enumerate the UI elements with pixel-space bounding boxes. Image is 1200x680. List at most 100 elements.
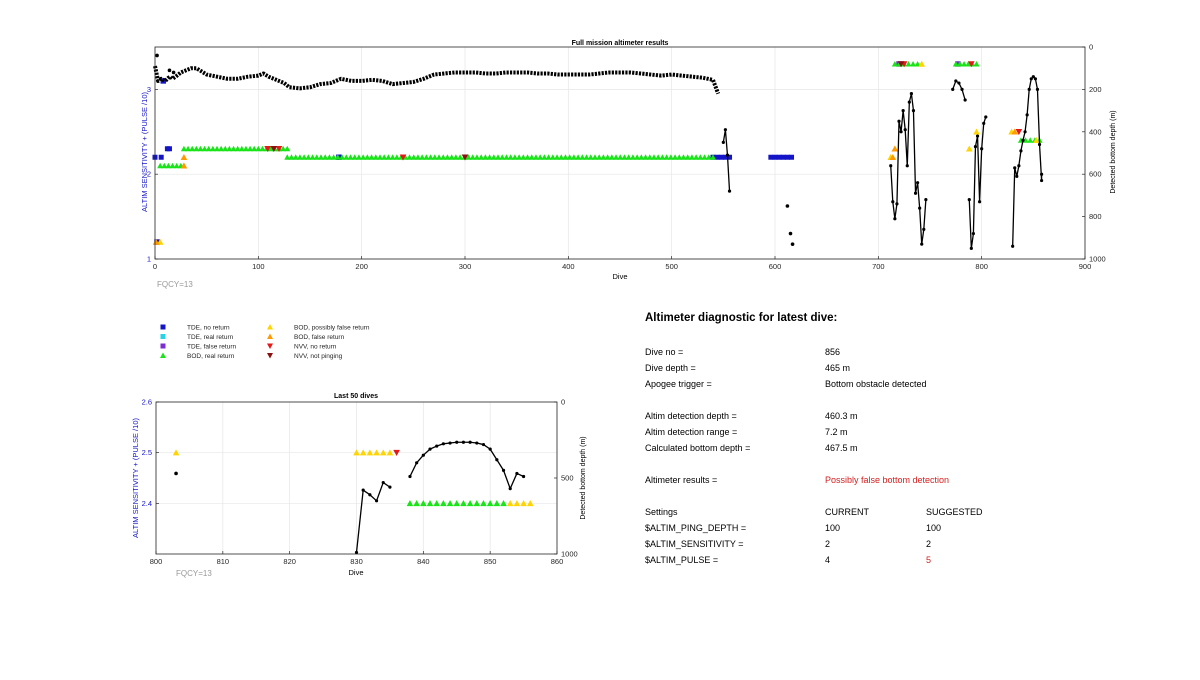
diag-label: Altim detection depth = — [645, 411, 737, 421]
depth-point — [723, 128, 728, 132]
depth-point — [381, 480, 385, 485]
bod-real-returnmarker — [309, 154, 316, 160]
nvv-not-pingingmarker — [461, 154, 469, 161]
bod-real-returnmarker — [596, 154, 603, 160]
depth-point — [501, 468, 506, 472]
diag-label: Dive depth = — [645, 363, 696, 373]
bod-real-returnmarker — [296, 154, 303, 160]
bod-real-returnmarker — [189, 145, 196, 152]
setting-current: 2 — [825, 539, 831, 549]
depth-point — [889, 164, 893, 168]
x-tick-label: 850 — [484, 557, 497, 566]
bod-real-returnmarker — [659, 154, 666, 160]
depth-point — [913, 191, 918, 195]
bod-false-returnmarker — [180, 162, 188, 169]
depth-point — [907, 100, 911, 104]
nvv-no-returnmarker — [264, 146, 271, 153]
bod-real-returnmarker — [214, 145, 220, 152]
depth-point — [903, 128, 907, 132]
bod-real-returnmarker — [360, 154, 367, 160]
y2-tick-label: 0 — [1089, 43, 1093, 52]
depth-point — [975, 134, 980, 138]
depth-point — [967, 198, 971, 202]
depth-point — [488, 447, 492, 451]
legend-item: TDE, false return — [160, 343, 237, 351]
depth-series — [153, 53, 1044, 250]
bod-real-returnmarker — [460, 500, 467, 507]
legend-item: NVV, no return — [267, 343, 337, 351]
diag-value: 7.2 m — [825, 427, 848, 437]
bod-real-returnmarker — [680, 154, 687, 160]
bod-real-returnmarker — [973, 60, 980, 67]
bod-real-returnmarker — [503, 154, 510, 160]
settings-header: Settings CURRENT SUGGESTED — [645, 507, 1065, 521]
diag-value-warning: Possibly false bottom detection — [825, 475, 950, 485]
grid — [154, 47, 1086, 260]
bod-real-returnmarker — [157, 162, 164, 169]
legend-triangle-up-icon — [267, 333, 273, 339]
bod-real-returnmarker — [473, 500, 481, 507]
bod-possibly-false-returnmarker — [353, 449, 360, 456]
bod-false-returnmarker — [891, 145, 899, 152]
bod-real-returnmarker — [288, 154, 295, 160]
bod-real-returnmarker — [634, 154, 641, 160]
tde-no-returnmarker — [718, 154, 724, 160]
depth-point — [1025, 113, 1029, 117]
y2-tick-label: 0 — [561, 398, 565, 407]
bod-real-returnmarker — [242, 145, 249, 152]
bod-real-returnmarker — [655, 154, 662, 160]
legend-label: NVV, no return — [294, 344, 337, 351]
x-tick-label: 860 — [551, 557, 564, 566]
depth-point — [1033, 77, 1037, 81]
depth-point — [891, 200, 895, 204]
bod-real-returnmarker — [247, 145, 254, 152]
bod-real-returnmarker — [575, 154, 582, 160]
bod-real-returnmarker — [385, 154, 392, 160]
bod-real-returnmarker — [486, 154, 493, 160]
depth-point — [408, 474, 412, 479]
bod-real-returnmarker — [355, 154, 362, 160]
tde-no-returnmarker — [166, 146, 172, 152]
setting-label: $ALTIM_PULSE = — [645, 555, 719, 565]
bod-possibly-false-returnmarker — [379, 449, 387, 456]
legend-triangle-down-icon — [267, 353, 273, 359]
tde-no-returnmarker — [772, 154, 778, 160]
depth-line — [153, 65, 721, 95]
bod-real-returnmarker — [343, 154, 350, 160]
depth-point — [922, 227, 926, 231]
bod-real-returnmarker — [583, 154, 590, 160]
depth-point — [1021, 138, 1025, 142]
bod-real-returnmarker — [413, 500, 420, 507]
depth-point — [368, 493, 372, 497]
tde-no-returnmarker — [768, 154, 774, 160]
bod-real-returnmarker — [169, 162, 176, 169]
setting-suggested: 2 — [926, 539, 932, 549]
bod-real-returnmarker — [676, 154, 683, 160]
depth-point — [461, 440, 466, 444]
bod-real-returnmarker — [650, 154, 657, 160]
depth-point — [1031, 75, 1035, 79]
depth-point — [495, 458, 499, 462]
depth-point — [920, 242, 924, 246]
bod-real-returnmarker — [326, 154, 333, 160]
bod-real-returnmarker — [693, 154, 700, 160]
depth-point — [1040, 178, 1044, 183]
y2-tick-label: 500 — [561, 474, 574, 483]
depth-point — [171, 70, 176, 75]
legend-triangle-down-icon — [267, 343, 273, 349]
bod-real-returnmarker — [420, 500, 427, 507]
bod-real-returnmarker — [197, 145, 204, 152]
nvv-not-pingingmarker — [270, 146, 278, 153]
depth-point — [1037, 142, 1042, 147]
x-tick-label: 820 — [283, 557, 296, 566]
bod-real-returnmarker — [478, 154, 485, 160]
legend-item: TDE, real return — [160, 334, 234, 341]
legend-triangle-up-icon — [267, 324, 273, 330]
y2-tick-label: 400 — [1089, 127, 1102, 136]
bod-real-returnmarker — [377, 154, 384, 160]
bod-possibly-false-returnmarker — [526, 500, 534, 507]
setting-current: 100 — [825, 523, 841, 533]
diag-value: 465 m — [825, 363, 851, 373]
x-tick-label: 100 — [252, 262, 265, 271]
bod-real-returnmarker — [507, 154, 514, 160]
